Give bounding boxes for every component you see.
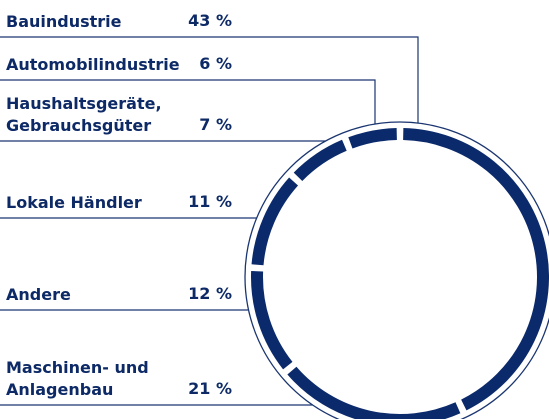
category-label: Haushaltsgeräte, Gebrauchsgüter <box>6 94 162 135</box>
value-label: 11 % <box>188 192 232 211</box>
donut-segment <box>287 366 461 419</box>
donut-segment <box>348 128 398 149</box>
category-label: Maschinen- und Anlagenbau <box>6 358 149 399</box>
value-label: 7 % <box>199 115 232 134</box>
value-label: 43 % <box>188 11 232 30</box>
donut-segment <box>251 271 293 370</box>
leader-line <box>0 36 419 124</box>
value-label: 21 % <box>188 379 232 398</box>
value-label: 12 % <box>188 284 232 303</box>
donut-segment <box>403 128 549 411</box>
category-label: Automobilindustrie <box>6 55 180 74</box>
donut-segment <box>251 177 299 266</box>
donut-segment <box>293 139 347 182</box>
category-label: Lokale Händler <box>6 193 142 212</box>
leader-line <box>0 79 376 125</box>
category-label: Andere <box>6 285 71 304</box>
category-label: Bauindustrie <box>6 12 122 31</box>
ring-outline <box>244 121 549 419</box>
value-label: 6 % <box>199 54 232 73</box>
